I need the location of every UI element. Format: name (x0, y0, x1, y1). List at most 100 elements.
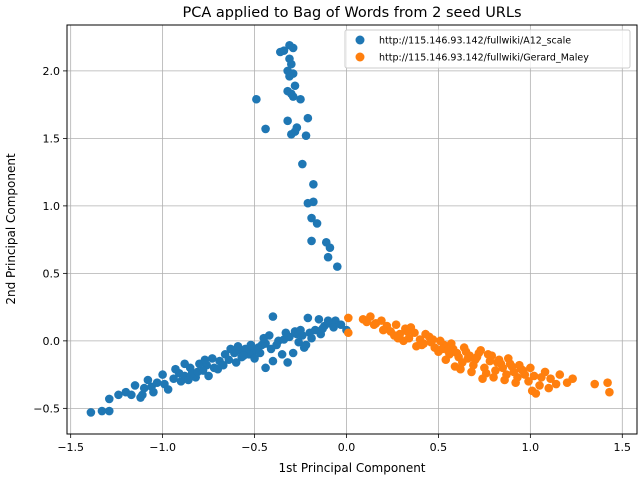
scatter-point (428, 335, 438, 344)
scatter-point (378, 325, 388, 335)
scatter-point (204, 371, 213, 381)
scatter-point (261, 124, 270, 134)
scatter-point (301, 340, 311, 350)
scatter-point (491, 366, 500, 375)
scatter-point (452, 348, 462, 358)
scatter-point (393, 333, 403, 343)
x-tick-label: 1.5 (614, 441, 632, 454)
scatter-point (268, 312, 278, 321)
scatter-point (281, 328, 291, 338)
scatter-point (546, 374, 555, 383)
legend-label-series-2: http://115.146.93.142/fullwiki/Gerard_Ma… (379, 53, 589, 64)
scatter-point (323, 316, 333, 325)
scatter-point (568, 374, 577, 383)
scatter-point (590, 379, 600, 389)
y-tick-label: 1.0 (43, 200, 61, 213)
x-tick-label: −0.5 (241, 441, 268, 454)
scatter-point (294, 337, 303, 347)
scatter-point (184, 375, 193, 385)
scatter-point (231, 358, 241, 367)
x-axis-label: 1st Principal Component (278, 461, 425, 475)
scatter-point (435, 336, 445, 346)
chart-title: PCA applied to Bag of Words from 2 seed … (182, 5, 521, 21)
scatter-point (467, 367, 476, 377)
scatter-point (130, 381, 140, 390)
scatter-point (303, 313, 313, 323)
scatter-point (176, 377, 186, 386)
scatter-point (555, 370, 565, 379)
scatter-point (505, 359, 515, 369)
scatter-point (478, 374, 487, 383)
scatter-point (329, 323, 338, 332)
y-tick-label: 0.5 (43, 267, 61, 280)
scatter-point (149, 387, 158, 397)
scatter-point (369, 320, 379, 329)
legend: http://115.146.93.142/fullwiki/A12_scale… (344, 29, 631, 69)
scatter-point (402, 327, 412, 336)
scatter-point (344, 313, 353, 323)
scatter-point (498, 363, 508, 373)
scatter-point (332, 262, 342, 271)
scatter-point (272, 340, 281, 350)
scatter-point (603, 378, 612, 388)
scatter-point (489, 373, 498, 382)
scatter-point (312, 219, 322, 228)
scatter-point (138, 390, 147, 400)
scatter-point (226, 344, 235, 354)
scatter-point (531, 389, 541, 398)
scatter-point (288, 43, 298, 53)
scatter-point (417, 340, 427, 350)
scatter-point (104, 394, 114, 404)
scatter-point (391, 320, 401, 329)
scatter-point (143, 375, 153, 385)
scatter-point (298, 159, 307, 169)
scatter-point (362, 317, 372, 327)
scatter-point (218, 360, 228, 370)
scatter-point (446, 339, 456, 348)
scatter-point (114, 390, 123, 400)
scatter-point (139, 383, 149, 393)
scatter-point (193, 367, 202, 377)
scatter-point (307, 236, 316, 246)
scatter-point (268, 356, 278, 366)
scatter-point (483, 350, 493, 359)
scatter-point (605, 387, 614, 397)
scatter-point (301, 131, 311, 140)
scatter-point (344, 328, 353, 338)
y-axis-label: 2nd Principal Component (4, 153, 18, 305)
scatter-point (283, 358, 292, 367)
plot-frame (66, 24, 638, 435)
scatter-point (158, 370, 167, 379)
x-tick-label: −1.0 (149, 441, 176, 454)
y-tick-label: 2.0 (43, 65, 61, 78)
scatter-point (261, 363, 270, 373)
scatter-point (296, 94, 305, 104)
grid-lines (67, 25, 637, 434)
scatter-point (544, 383, 554, 393)
scatter-point (287, 59, 296, 69)
y-tick-label: 0.0 (43, 335, 61, 348)
scatter-point (529, 371, 539, 381)
x-tick-label: 1.0 (522, 441, 540, 454)
scatter-point (180, 359, 189, 369)
y-tick-label: −0.5 (33, 402, 60, 415)
legend-marker-series-1 (355, 35, 365, 45)
scatter-point (127, 390, 136, 400)
scatter-point (200, 355, 210, 365)
x-tick-label: 0.0 (338, 441, 356, 454)
scatter-point (551, 379, 561, 389)
scatter-point (309, 197, 318, 207)
scatter-point (314, 314, 324, 324)
scatter-point (288, 92, 298, 101)
scatter-point (441, 355, 451, 365)
legend-frame (344, 29, 631, 69)
scatter-point (537, 373, 546, 382)
x-tick-label: −1.5 (57, 441, 84, 454)
scatter-point (275, 47, 285, 57)
scatter-point (287, 130, 296, 139)
scatter-point (456, 364, 465, 374)
scatter-point (476, 346, 486, 355)
scatter-point (252, 94, 261, 104)
series-1-points (86, 40, 351, 417)
